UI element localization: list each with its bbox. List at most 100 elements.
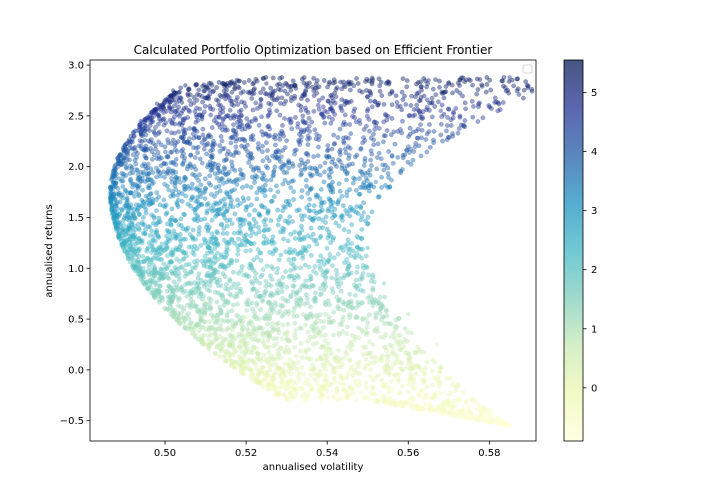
- scatter-point: [426, 129, 432, 135]
- scatter-point: [341, 307, 347, 313]
- scatter-point: [141, 200, 146, 205]
- scatter-point: [119, 161, 125, 167]
- scatter-point: [149, 290, 155, 296]
- scatter-point: [353, 187, 359, 193]
- scatter-point: [379, 185, 385, 190]
- scatter-point: [234, 312, 240, 318]
- scatter-point: [190, 171, 195, 177]
- scatter-point: [195, 150, 201, 156]
- scatter-point: [246, 321, 252, 327]
- scatter-point: [499, 78, 505, 84]
- scatter-point: [312, 264, 318, 269]
- scatter-point: [121, 150, 127, 156]
- scatter-point: [406, 377, 411, 383]
- scatter-point: [177, 179, 183, 185]
- scatter-point: [117, 152, 123, 158]
- scatter-point: [432, 104, 438, 109]
- scatter-point: [284, 379, 289, 385]
- scatter-point: [117, 151, 123, 157]
- scatter-point: [262, 91, 268, 96]
- scatter-point: [265, 338, 271, 344]
- scatter-point: [187, 92, 193, 98]
- scatter-point: [331, 309, 337, 315]
- scatter-point: [486, 103, 492, 109]
- scatter-point: [387, 399, 393, 405]
- scatter-point: [307, 196, 313, 202]
- scatter-point: [324, 109, 330, 115]
- scatter-point: [450, 115, 456, 121]
- scatter-point: [496, 101, 502, 107]
- scatter-point: [266, 349, 272, 355]
- scatter-point: [222, 299, 228, 305]
- scatter-point: [357, 121, 363, 126]
- scatter-point: [115, 214, 121, 220]
- scatter-point: [332, 369, 338, 375]
- scatter-point: [352, 154, 358, 160]
- scatter-point: [304, 183, 309, 189]
- scatter-point: [208, 305, 214, 311]
- scatter-point: [367, 90, 373, 96]
- scatter-point: [306, 115, 312, 121]
- scatter-point: [292, 320, 298, 326]
- scatter-point: [356, 359, 362, 365]
- scatter-point: [205, 162, 211, 168]
- scatter-point: [344, 390, 350, 396]
- scatter-point: [156, 293, 162, 299]
- scatter-point: [169, 312, 175, 317]
- scatter-point: [368, 163, 374, 168]
- scatter-point: [257, 379, 263, 384]
- scatter-point: [298, 96, 304, 102]
- scatter-point: [191, 145, 196, 150]
- scatter-point: [321, 319, 327, 324]
- scatter-point: [353, 305, 359, 311]
- scatter-point: [191, 135, 197, 141]
- scatter-point: [403, 399, 409, 405]
- scatter-point: [196, 224, 202, 230]
- scatter-point: [382, 294, 388, 300]
- scatter-point: [318, 187, 324, 192]
- scatter-point: [363, 315, 369, 321]
- scatter-point: [378, 306, 384, 312]
- scatter-point: [272, 88, 278, 94]
- scatter-point: [267, 307, 273, 313]
- scatter-point: [327, 255, 333, 261]
- scatter-point: [338, 364, 344, 370]
- scatter-point: [427, 100, 433, 106]
- scatter-point: [258, 96, 264, 102]
- scatter-point: [241, 137, 247, 142]
- scatter-point: [260, 338, 266, 344]
- scatter-point: [296, 137, 302, 143]
- scatter-point: [224, 87, 230, 93]
- scatter-point: [202, 103, 208, 109]
- scatter-point: [169, 120, 175, 126]
- scatter-point: [203, 282, 209, 287]
- scatter-point: [300, 255, 306, 261]
- scatter-point: [361, 395, 367, 401]
- scatter-point: [221, 212, 226, 218]
- scatter-point: [209, 82, 215, 88]
- scatter-point: [507, 423, 512, 428]
- scatter-point: [161, 197, 167, 203]
- scatter-point: [315, 258, 321, 264]
- scatter-point: [221, 165, 227, 170]
- scatter-point: [188, 303, 194, 309]
- scatter-point: [386, 366, 392, 372]
- legend-box: [522, 64, 533, 74]
- scatter-point: [299, 171, 304, 177]
- scatter-point: [265, 321, 270, 327]
- scatter-point: [381, 167, 387, 173]
- scatter-point: [352, 337, 358, 343]
- scatter-point: [405, 351, 411, 357]
- scatter-point: [354, 396, 360, 402]
- scatter-point: [454, 383, 460, 389]
- scatter-point: [291, 197, 297, 203]
- scatter-point: [348, 339, 354, 345]
- scatter-point: [253, 270, 259, 276]
- scatter-point: [366, 272, 372, 278]
- scatter-point: [119, 170, 125, 176]
- scatter-point: [405, 389, 411, 395]
- scatter-point: [305, 142, 311, 148]
- scatter-point: [251, 345, 257, 351]
- scatter-point: [247, 265, 252, 271]
- scatter-point: [372, 391, 378, 397]
